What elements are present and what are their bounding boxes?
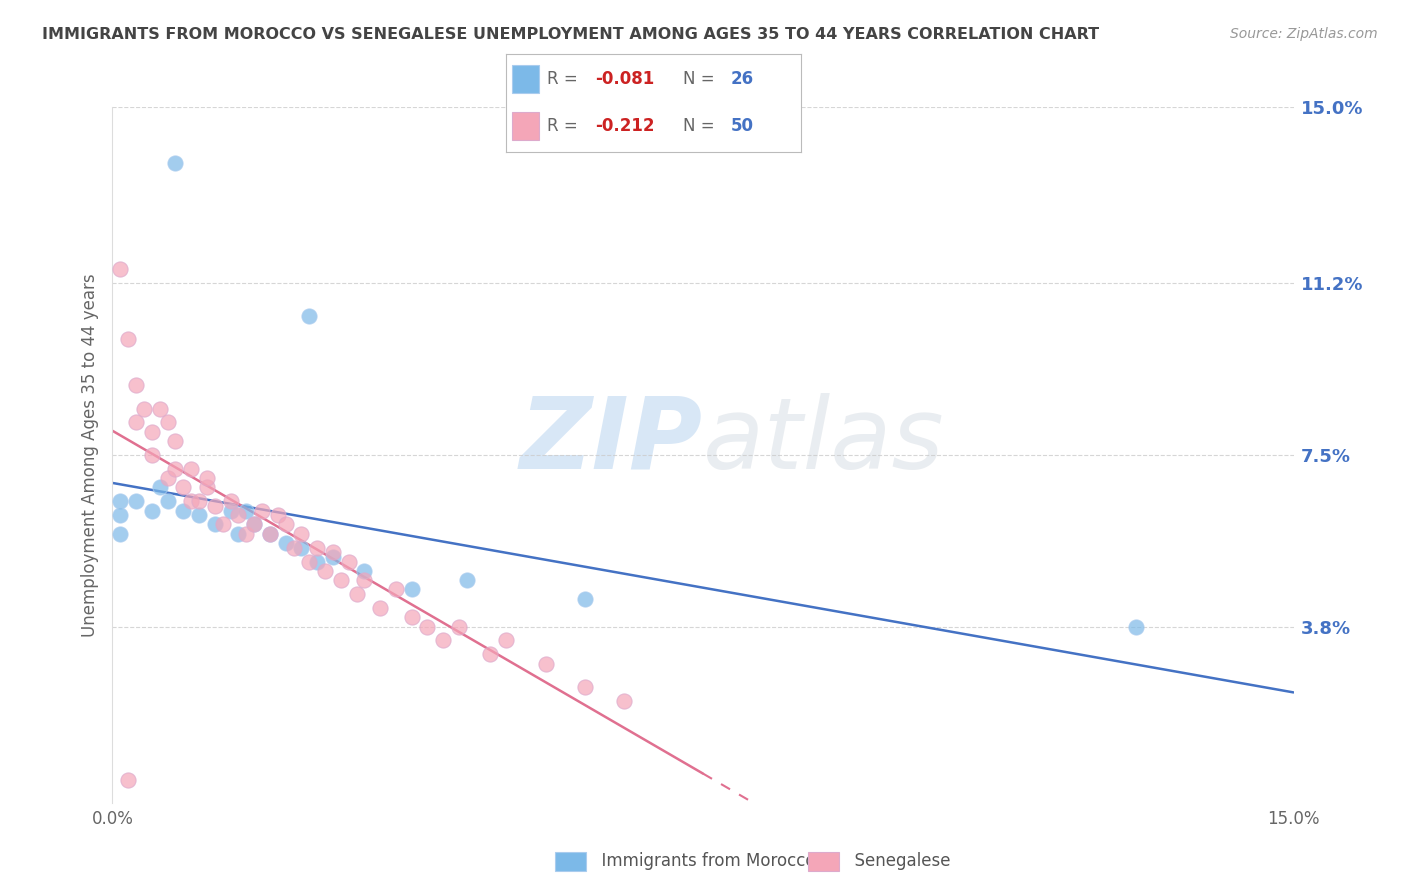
Point [165,462,187,476]
Point [290,541,312,555]
Text: atlas: atlas [703,392,945,490]
Point [416,619,439,633]
Point [259,526,281,541]
Point [298,555,321,569]
Point [479,648,502,662]
Text: ZIP: ZIP [520,392,703,490]
Text: 26: 26 [731,70,754,87]
Point [447,619,470,633]
Point [117,772,139,787]
Point [456,573,478,587]
Point [235,503,257,517]
Point [243,517,266,532]
Point [314,564,336,578]
Point [204,517,226,532]
Point [346,587,368,601]
Point [195,471,218,485]
Point [574,591,596,606]
Point [322,545,344,559]
Text: Source: ZipAtlas.com: Source: ZipAtlas.com [1230,27,1378,41]
Point [125,494,148,508]
Text: R =: R = [547,70,583,87]
Point [165,155,187,169]
Point [534,657,557,671]
Point [110,508,132,523]
Point [219,503,242,517]
Text: 50: 50 [731,117,754,135]
Point [117,332,139,346]
Point [195,480,218,494]
Point [243,517,266,532]
Point [141,503,163,517]
Point [228,526,250,541]
Point [188,494,211,508]
Point [307,555,329,569]
Point [149,401,172,416]
Point [613,694,636,708]
Point [180,494,202,508]
Point [353,564,375,578]
Point [228,508,250,523]
Text: Immigrants from Morocco: Immigrants from Morocco [591,852,815,870]
Point [188,508,211,523]
Point [322,549,344,564]
Point [125,416,148,430]
Point [156,416,179,430]
Text: -0.212: -0.212 [595,117,654,135]
Point [156,471,179,485]
Y-axis label: Unemployment Among Ages 35 to 44 years: Unemployment Among Ages 35 to 44 years [80,273,98,637]
Point [110,526,132,541]
Point [401,582,423,597]
Point [165,434,187,448]
Point [401,610,423,624]
Point [110,494,132,508]
Point [290,526,312,541]
Point [211,517,233,532]
Point [298,309,321,323]
Point [132,401,155,416]
Point [274,536,297,550]
Point [574,680,596,694]
Point [329,573,352,587]
Point [495,633,517,648]
Text: IMMIGRANTS FROM MOROCCO VS SENEGALESE UNEMPLOYMENT AMONG AGES 35 TO 44 YEARS COR: IMMIGRANTS FROM MOROCCO VS SENEGALESE UN… [42,27,1099,42]
Bar [512,65,538,93]
Point [250,503,273,517]
Point [337,555,360,569]
Point [259,526,281,541]
Point [1125,619,1147,633]
Point [368,601,391,615]
Point [432,633,454,648]
Point [235,526,257,541]
Text: N =: N = [683,117,720,135]
Text: -0.081: -0.081 [595,70,654,87]
Text: R =: R = [547,117,583,135]
Point [125,378,148,392]
Text: Senegalese: Senegalese [844,852,950,870]
Point [141,448,163,462]
Bar [512,112,538,140]
Point [283,541,305,555]
Point [141,425,163,439]
Point [385,582,408,597]
Point [307,541,329,555]
Point [204,499,226,513]
Point [110,262,132,277]
Point [274,517,297,532]
Point [172,503,194,517]
Point [219,494,242,508]
Point [172,480,194,494]
Point [180,462,202,476]
Text: N =: N = [683,70,720,87]
Point [267,508,290,523]
Point [149,480,172,494]
Point [156,494,179,508]
Point [353,573,375,587]
